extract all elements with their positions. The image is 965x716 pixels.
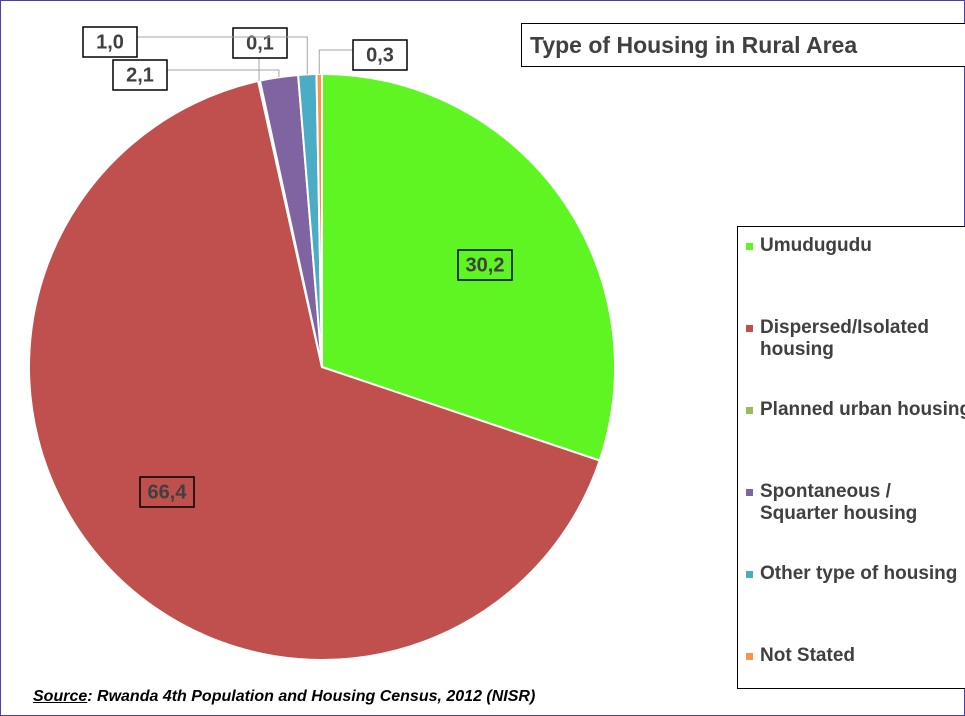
legend-swatch [746, 325, 753, 332]
legend-label: Umudugudu [760, 235, 872, 256]
legend-swatch [746, 653, 753, 660]
source-label: Source [33, 688, 88, 705]
leader-line [166, 69, 280, 78]
source: Source: Rwanda 4th Population and Housin… [33, 688, 535, 706]
legend-label: Planned urban housing [760, 399, 965, 420]
legend-label: Spontaneous / Squarter housing [760, 481, 918, 524]
data-label: 2,1 [126, 64, 154, 86]
legend-label: Dispersed/Isolated housing [760, 317, 929, 360]
leader-line [318, 49, 354, 75]
source-text: : Rwanda 4th Population and Housing Cens… [87, 688, 536, 705]
legend: Umudugudu Dispersed/Isolated housing Plann… [737, 226, 965, 689]
data-label: 66,4 [148, 481, 188, 503]
data-label-box [352, 39, 408, 71]
leader-line [136, 36, 308, 75]
pie-slice [321, 72, 616, 462]
data-label: 0,1 [246, 32, 274, 54]
legend-swatch [746, 407, 753, 414]
data-label-box [82, 26, 138, 58]
data-label: 1,0 [96, 31, 124, 53]
data-label-box [112, 59, 168, 91]
data-label: 30,2 [466, 254, 505, 276]
legend-swatch [746, 489, 753, 496]
data-label-box [139, 476, 195, 508]
data-label: 0,3 [366, 44, 394, 66]
chart-title: Type of Housing in Rural Area [521, 23, 965, 67]
data-label-box [232, 27, 288, 59]
pie-slice [28, 79, 601, 661]
legend-label: Not Stated [760, 645, 855, 666]
legend-label: Other type of housing [760, 563, 958, 584]
legend-swatch [746, 571, 753, 578]
legend-swatch [746, 243, 753, 250]
data-label-box [457, 249, 513, 281]
